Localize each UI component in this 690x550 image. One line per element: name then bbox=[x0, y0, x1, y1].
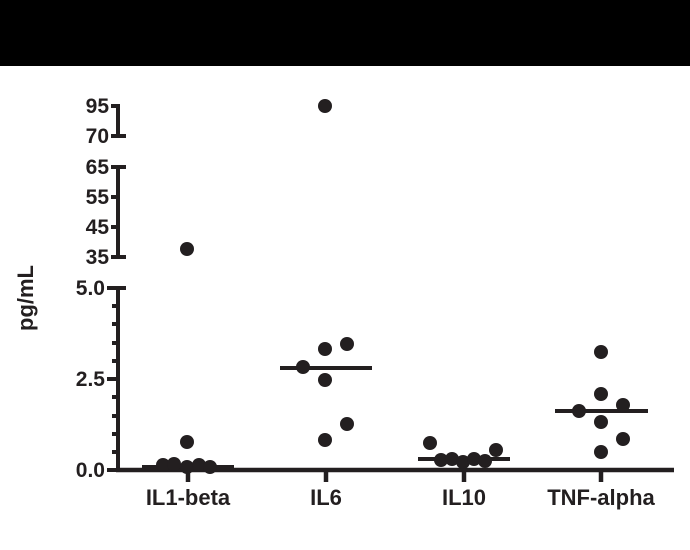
point-tnf-alpha bbox=[594, 387, 608, 401]
point-il1-beta bbox=[156, 458, 170, 472]
point-tnf-alpha bbox=[594, 415, 608, 429]
point-il10 bbox=[423, 436, 437, 450]
x-label-il10: IL10 bbox=[442, 485, 486, 510]
y-axis-segment-low bbox=[107, 286, 126, 472]
point-il10 bbox=[456, 455, 470, 469]
y-tick-0.0: 0.0 bbox=[76, 459, 105, 482]
point-tnf-alpha bbox=[616, 432, 630, 446]
y-tick-70: 70 bbox=[86, 125, 109, 148]
point-il10 bbox=[445, 452, 459, 466]
x-label-tnf-alpha: TNF-alpha bbox=[547, 485, 655, 510]
point-il6 bbox=[318, 342, 332, 356]
y-tick-45: 45 bbox=[86, 216, 110, 239]
y-tick-35: 35 bbox=[86, 246, 110, 269]
x-label-il6: IL6 bbox=[310, 485, 342, 510]
point-il6 bbox=[318, 373, 332, 387]
point-il6 bbox=[318, 99, 332, 113]
point-il6 bbox=[318, 433, 332, 447]
point-il1-beta bbox=[192, 458, 206, 472]
y-axis-segment-mid bbox=[111, 165, 126, 259]
point-tnf-alpha bbox=[594, 345, 608, 359]
point-il1-beta bbox=[203, 460, 217, 474]
point-il6 bbox=[340, 417, 354, 431]
header-band bbox=[0, 0, 690, 66]
y-tick-65: 65 bbox=[86, 156, 110, 179]
point-il6 bbox=[296, 360, 310, 374]
point-il6 bbox=[340, 337, 354, 351]
y-tick-55: 55 bbox=[86, 186, 110, 209]
point-il1-beta bbox=[180, 435, 194, 449]
y-tick-95: 95 bbox=[86, 95, 110, 118]
y-axis-title: pg/mL bbox=[13, 265, 38, 331]
point-il10 bbox=[434, 453, 448, 467]
point-il10 bbox=[489, 443, 503, 457]
x-label-il1-beta: IL1-beta bbox=[146, 485, 231, 510]
point-il1-beta bbox=[167, 457, 181, 471]
point-il10 bbox=[478, 454, 492, 468]
point-il10 bbox=[467, 452, 481, 466]
point-il1-beta bbox=[180, 242, 194, 256]
point-il1-beta bbox=[180, 460, 194, 474]
median-lines bbox=[142, 366, 648, 469]
point-tnf-alpha bbox=[616, 398, 630, 412]
y-tick-5.0: 5.0 bbox=[76, 277, 105, 300]
point-tnf-alpha bbox=[572, 404, 586, 418]
y-tick-2.5: 2.5 bbox=[76, 368, 106, 391]
data-points bbox=[156, 99, 630, 474]
point-tnf-alpha bbox=[594, 445, 608, 459]
y-axis-segment-high bbox=[111, 104, 126, 138]
